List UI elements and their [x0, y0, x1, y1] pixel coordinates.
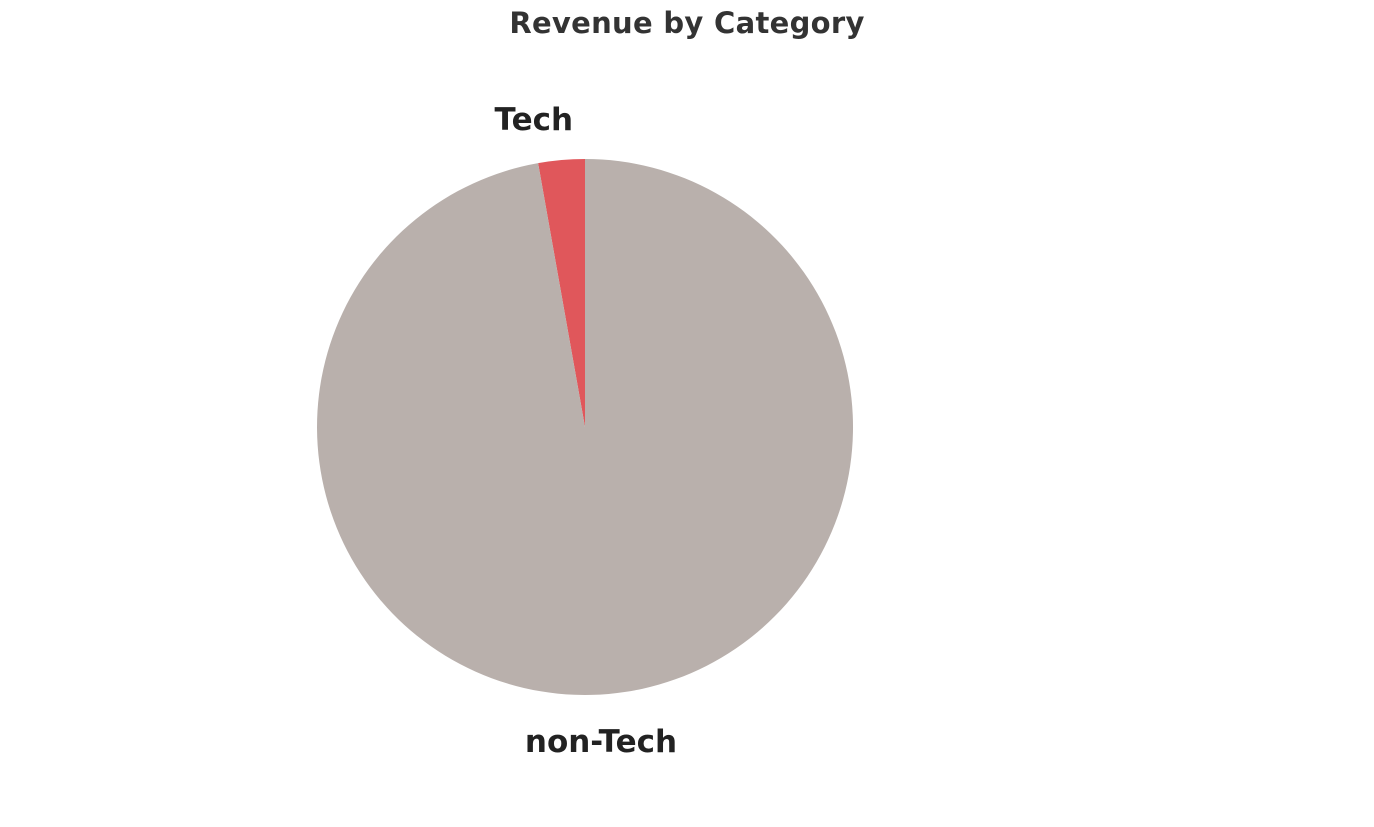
slice-label-tech: Tech: [495, 102, 574, 138]
chart-title: Revenue by Category: [509, 6, 865, 40]
slice-label-non-tech: non-Tech: [525, 724, 677, 760]
pie-labels: Tech non-Tech: [495, 102, 678, 760]
pie-slice-tech[interactable]: [538, 159, 585, 427]
pie-slices: [317, 159, 854, 695]
pie-slice-non-tech[interactable]: [317, 159, 854, 695]
